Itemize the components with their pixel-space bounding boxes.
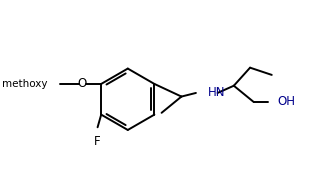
Text: F: F xyxy=(93,135,100,148)
Text: OH: OH xyxy=(277,95,295,108)
Text: HN: HN xyxy=(208,86,225,100)
Text: methoxy: methoxy xyxy=(2,79,47,89)
Text: O: O xyxy=(78,78,87,90)
